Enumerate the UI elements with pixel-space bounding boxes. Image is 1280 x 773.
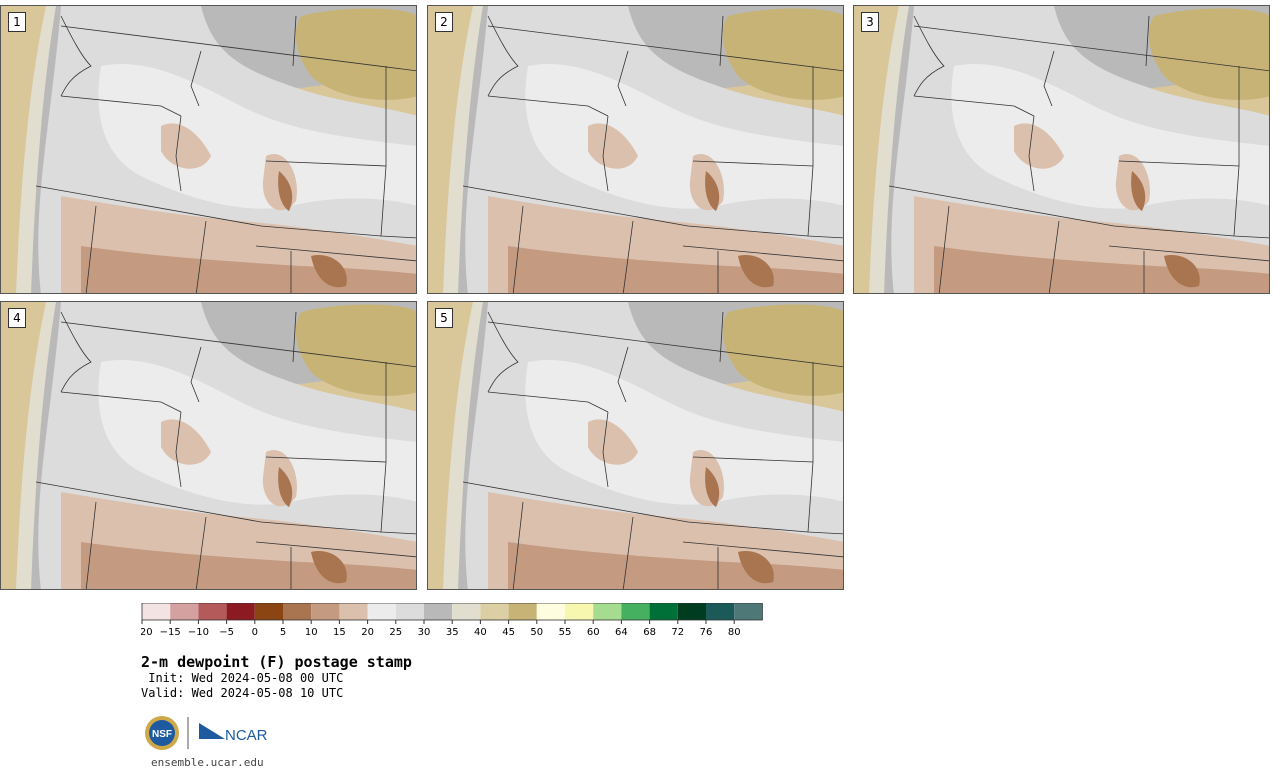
colorbar-tick-label: 68	[643, 627, 656, 638]
colorbar-tick-label: 5	[280, 627, 286, 638]
panel-label-5: 5	[435, 308, 453, 328]
colorbar-tick-label: 64	[615, 627, 628, 638]
map-panel-3	[854, 6, 1269, 293]
init-time: Init: Wed 2024-05-08 00 UTC	[141, 671, 344, 685]
colorbar-tick-label: 80	[728, 627, 741, 638]
map-panel-1	[1, 6, 416, 293]
colorbar-tick-label: −10	[188, 627, 209, 638]
colorbar-tick-label: 60	[587, 627, 600, 638]
colorbar-swatch	[536, 603, 565, 620]
panel-label-2: 2	[435, 12, 453, 32]
colorbar-swatch	[283, 603, 312, 620]
colorbar-swatch	[395, 603, 424, 620]
colorbar-tick-label: 0	[252, 627, 258, 638]
colorbar-tick-label: −5	[219, 627, 234, 638]
colorbar-swatch	[593, 603, 622, 620]
colorbar-swatch	[142, 603, 171, 620]
colorbar-tick-label: 76	[700, 627, 713, 638]
colorbar-swatch	[734, 603, 763, 620]
colorbar-swatch	[339, 603, 368, 620]
colorbar-tick-label: 35	[446, 627, 459, 638]
colorbar-swatch	[424, 603, 453, 620]
colorbar-swatch	[508, 603, 537, 620]
valid-time: Valid: Wed 2024-05-08 10 UTC	[141, 686, 344, 700]
colorbar: −20 −15 −10 −5 0 5 10 15 20 25 30 35 40 45 50 55 60 64 68 7…	[141, 603, 763, 638]
colorbar-swatch	[452, 603, 481, 620]
nsf-ncar-logos: NSF NCAR	[145, 716, 268, 750]
ncar-logo-mark	[199, 723, 225, 739]
colorbar-swatch	[706, 603, 735, 620]
panel-label-4: 4	[8, 308, 26, 328]
colorbar-swatch	[480, 603, 509, 620]
colorbar-swatch	[311, 603, 340, 620]
colorbar-tick-label: −15	[160, 627, 181, 638]
panel-5: 5	[427, 301, 844, 590]
panel-3: 3	[853, 5, 1270, 294]
panel-4: 4	[0, 301, 417, 590]
colorbar-tick-label: 30	[418, 627, 431, 638]
colorbar-swatch	[677, 603, 706, 620]
map-panel-4	[1, 302, 416, 589]
colorbar-tick-label: 15	[333, 627, 346, 638]
panel-1: 1	[0, 5, 417, 294]
colorbar-tick-label: 10	[305, 627, 318, 638]
colorbar-tick-label: 40	[474, 627, 487, 638]
colorbar-tick-label: 50	[530, 627, 543, 638]
colorbar-swatch	[226, 603, 255, 620]
panel-label-1: 1	[8, 12, 26, 32]
colorbar-tick-label: −20	[141, 627, 153, 638]
colorbar-tick-label: 45	[502, 627, 515, 638]
colorbar-swatch	[198, 603, 227, 620]
panel-label-3: 3	[861, 12, 879, 32]
colorbar-swatch	[565, 603, 594, 620]
colorbar-swatch	[254, 603, 283, 620]
colorbar-tick-label: 55	[559, 627, 572, 638]
colorbar-swatch	[649, 603, 678, 620]
colorbar-tick-label: 25	[389, 627, 402, 638]
panel-2: 2	[427, 5, 844, 294]
map-title: 2-m dewpoint (F) postage stamp	[141, 653, 412, 671]
nsf-logo-text: NSF	[152, 729, 172, 740]
ncar-logo-text: NCAR	[225, 727, 268, 744]
colorbar-swatch	[367, 603, 396, 620]
colorbar-swatch	[170, 603, 199, 620]
map-panel-2	[428, 6, 843, 293]
map-panel-5	[428, 302, 843, 589]
colorbar-swatch	[621, 603, 650, 620]
site-url: ensemble.ucar.edu	[151, 756, 264, 769]
colorbar-tick-label: 20	[361, 627, 374, 638]
colorbar-tick-label: 72	[671, 627, 684, 638]
